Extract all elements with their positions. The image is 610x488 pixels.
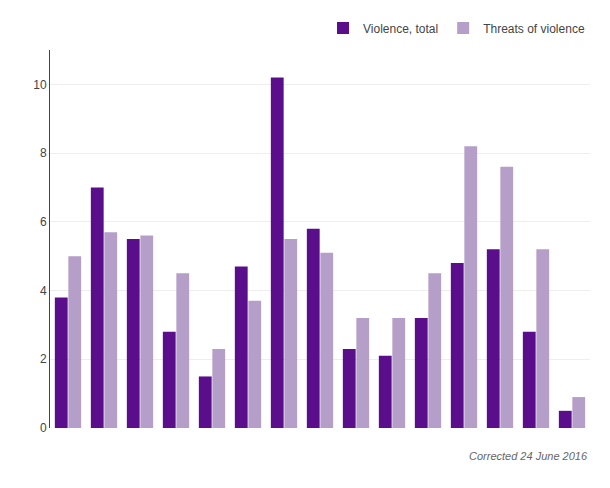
svg-text:4: 4 [40,284,47,298]
svg-text:Corrected 24 June 2016: Corrected 24 June 2016 [469,450,588,462]
svg-text:Threats of violence: Threats of violence [483,22,585,36]
svg-text:0: 0 [40,421,47,435]
svg-text:Violence, total: Violence, total [363,22,438,36]
svg-text:10: 10 [33,78,47,92]
svg-text:2: 2 [40,352,47,366]
svg-text:8: 8 [40,146,47,160]
svg-text:6: 6 [40,215,47,229]
